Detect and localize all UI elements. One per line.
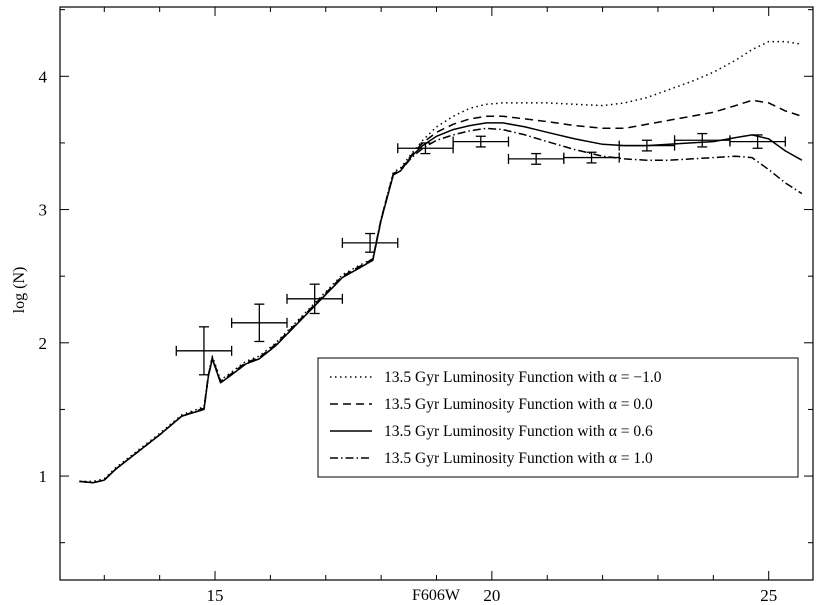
observed-point (230, 303, 288, 343)
legend-label-3: 13.5 Gyr Luminosity Function with α = 1.… (384, 450, 653, 467)
legend-label-2: 13.5 Gyr Luminosity Function with α = 0.… (384, 423, 653, 440)
series-line-0 (79, 40, 803, 483)
observed-point (618, 139, 676, 152)
legend-label-1: 13.5 Gyr Luminosity Function with α = 0.… (384, 396, 653, 413)
y-tick-label: 3 (39, 201, 48, 220)
y-tick-label: 2 (39, 334, 48, 353)
y-tick-label: 1 (39, 467, 48, 486)
legend-label-0: 13.5 Gyr Luminosity Function with α = −1… (384, 369, 662, 386)
series-line-3 (79, 127, 803, 484)
x-axis-label: F606W (412, 587, 461, 604)
legend: 13.5 Gyr Luminosity Function with α = −1… (317, 357, 799, 478)
x-tick-label: 20 (483, 586, 500, 605)
observed-point (452, 135, 510, 148)
x-tick-label: 15 (207, 586, 224, 605)
observed-point (563, 151, 620, 164)
observed-point (341, 232, 399, 253)
y-tick-label: 4 (39, 67, 48, 86)
axis-ticks: 15 20 25 1 2 3 4 (39, 7, 813, 605)
observed-point (729, 134, 786, 149)
observed-point (286, 283, 344, 315)
observed-point (507, 152, 565, 165)
observed-point (175, 326, 233, 376)
y-axis-label: log (N) (11, 267, 28, 314)
x-tick-label: 25 (760, 586, 777, 605)
observed-errorbars (175, 132, 786, 376)
legend-box (317, 357, 799, 478)
observed-point (397, 142, 454, 155)
series-layer (79, 40, 803, 484)
observed-point (673, 132, 731, 148)
plot-frame (59, 6, 814, 581)
